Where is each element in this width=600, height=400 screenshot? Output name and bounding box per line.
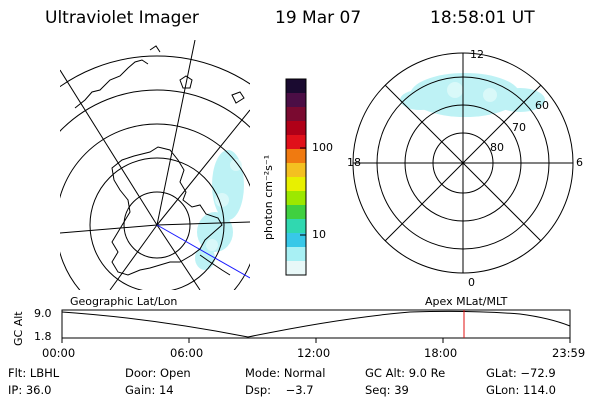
info-door: Door: Open bbox=[125, 366, 191, 380]
colorbar-tick-10: 10 bbox=[312, 228, 326, 241]
geographic-map[interactable] bbox=[0, 40, 326, 394]
colorbar-band bbox=[286, 121, 306, 136]
info-seq: Seq: 39 bbox=[365, 383, 409, 397]
colorbar-band bbox=[286, 93, 306, 108]
mlt-label-0: 0 bbox=[468, 276, 475, 289]
info-filter: Flt: LBHL bbox=[8, 366, 60, 380]
colorbar-band bbox=[286, 163, 306, 178]
altitude-xtick-1800: 18:00 bbox=[424, 346, 458, 360]
altitude-ytick-low: 1.8 bbox=[34, 330, 52, 343]
mlt-label-12: 12 bbox=[470, 48, 484, 61]
altitude-xtick-0000: 00:00 bbox=[42, 346, 76, 360]
colorbar-band bbox=[286, 261, 306, 276]
magnetic-map[interactable] bbox=[352, 52, 574, 274]
colorbar-band bbox=[286, 233, 306, 248]
instrument-title: Ultraviolet Imager bbox=[45, 8, 199, 28]
colorbar-band bbox=[286, 135, 306, 150]
colorbar-band bbox=[286, 79, 306, 94]
altitude-plot bbox=[61, 309, 571, 343]
info-mode: Mode: Normal bbox=[245, 366, 326, 380]
image-time: 18:58:01 UT bbox=[430, 8, 535, 28]
geographic-map-label: Geographic Lat/Lon bbox=[70, 295, 178, 308]
info-ip: IP: 36.0 bbox=[8, 383, 52, 397]
colorbar-band bbox=[286, 177, 306, 192]
info-gain: Gain: 14 bbox=[125, 383, 174, 397]
color-scale-bar bbox=[285, 78, 307, 276]
altitude-xtick-0600: 06:00 bbox=[170, 346, 204, 360]
magnetic-map-label: Apex MLat/MLT bbox=[425, 295, 508, 308]
image-date: 19 Mar 07 bbox=[275, 8, 362, 28]
info-dsp: Dsp: −3.7 bbox=[245, 383, 314, 397]
dipole-meridian-line bbox=[156, 224, 250, 279]
mlat-label-60: 60 bbox=[535, 99, 549, 112]
altitude-ylabel: GC Alt bbox=[12, 311, 25, 346]
colorbar-band bbox=[286, 191, 306, 206]
colorbar-band bbox=[286, 247, 306, 262]
land-fragment bbox=[74, 59, 149, 109]
info-glon: GLon: 114.0 bbox=[486, 383, 556, 397]
info-gc-alt: GC Alt: 9.0 Re bbox=[365, 366, 446, 380]
mlt-label-6: 6 bbox=[576, 156, 583, 169]
colorbar-band bbox=[286, 107, 306, 122]
colorbar-tick-100: 100 bbox=[312, 141, 333, 154]
altitude-xtick-2359: 23:59 bbox=[552, 346, 586, 360]
colorbar-band bbox=[286, 149, 306, 164]
mlt-label-18: 18 bbox=[347, 156, 361, 169]
colorbar-unit-label: photon cm⁻²s⁻¹ bbox=[262, 154, 275, 240]
altitude-xtick-1200: 12:00 bbox=[297, 346, 331, 360]
mlat-label-70: 70 bbox=[512, 121, 526, 134]
aurora-emission-mag bbox=[400, 73, 545, 117]
info-glat: GLat: −72.9 bbox=[486, 366, 556, 380]
mlat-label-80: 80 bbox=[490, 141, 504, 154]
colorbar-band bbox=[286, 205, 306, 220]
colorbar-band bbox=[286, 219, 306, 234]
altitude-curve bbox=[61, 310, 571, 338]
altitude-ytick-high: 9.0 bbox=[34, 307, 52, 320]
antarctica-coastline bbox=[111, 146, 223, 276]
